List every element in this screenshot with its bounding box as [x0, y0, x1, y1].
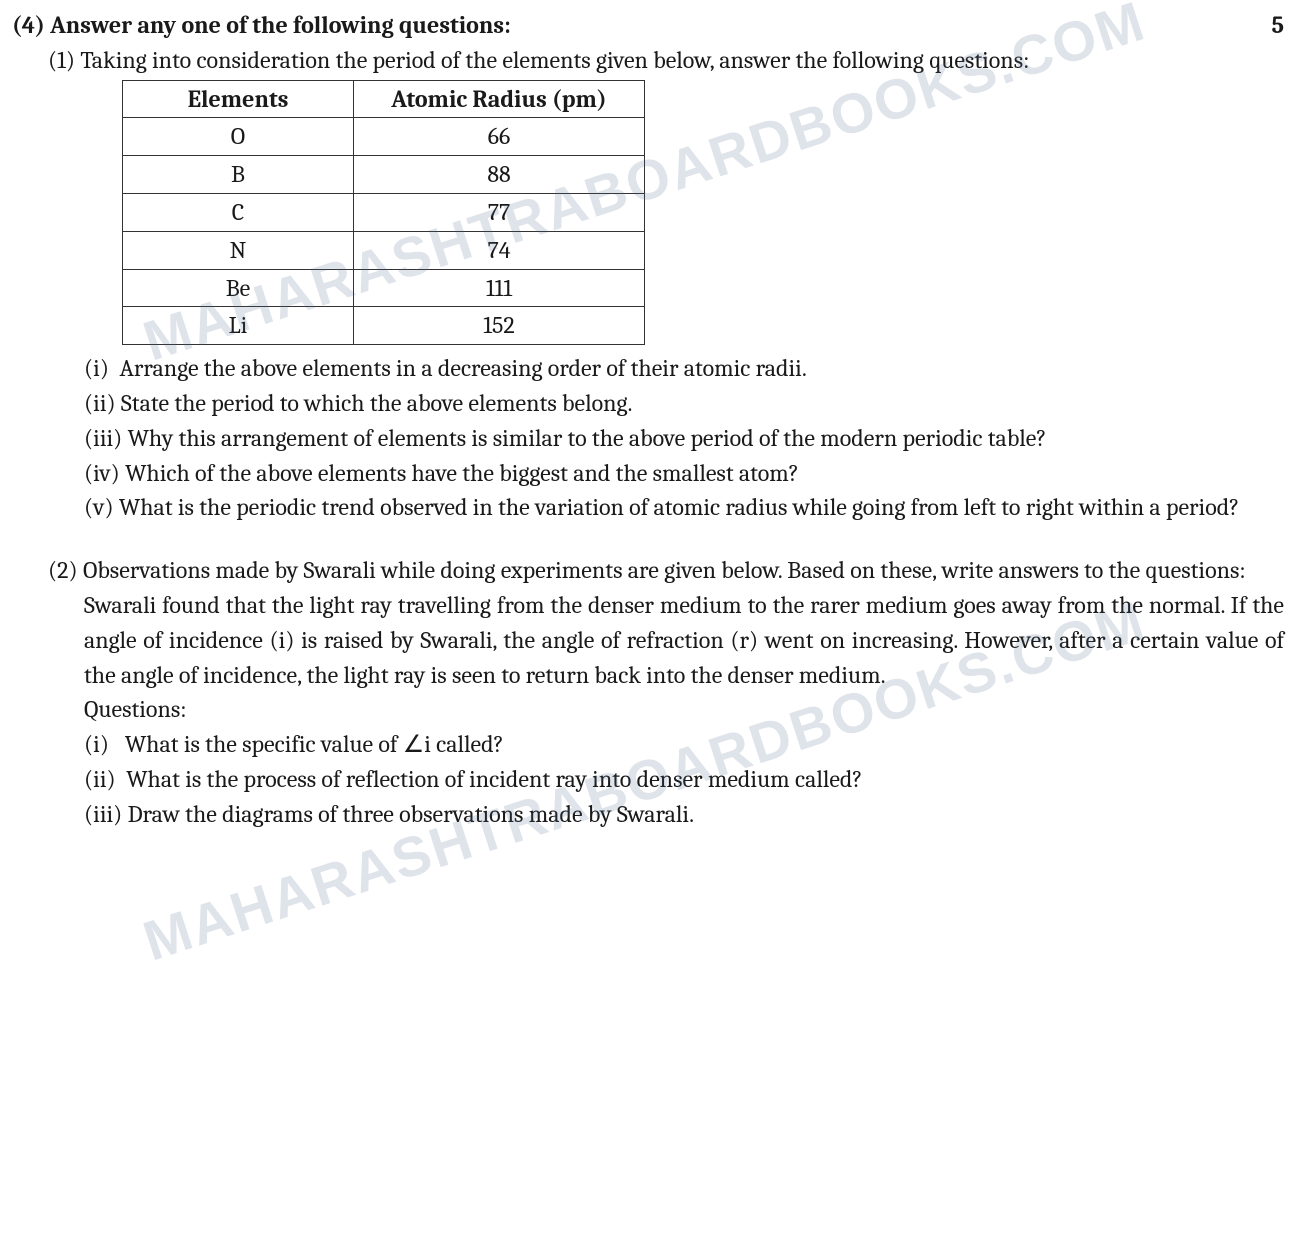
cell: O [123, 118, 354, 156]
question-1-intro: (1) Taking into consideration the period… [48, 43, 1284, 78]
cell: 66 [354, 118, 645, 156]
elements-table: Elements Atomic Radius (pm) O66 B88 C77 … [122, 80, 645, 346]
part-number: (iv) [84, 459, 120, 487]
cell: Li [123, 307, 354, 345]
q2-part-iii: (iii) Draw the diagrams of three observa… [84, 797, 1284, 832]
cell: 74 [354, 231, 645, 269]
cell: B [123, 156, 354, 194]
q1-part-ii: (ii) State the period to which the above… [84, 386, 1284, 421]
table-row: Be111 [123, 269, 645, 307]
part-text: What is the specific value of ∠i called? [125, 730, 504, 758]
part-text: Which of the above elements have the big… [125, 459, 799, 487]
q1-number: (1) [48, 46, 75, 74]
part-text: State the period to which the above elem… [121, 389, 633, 417]
part-text: Why this arrangement of elements is simi… [128, 424, 1047, 452]
part-number: (i) [84, 354, 109, 382]
table-row: Li152 [123, 307, 645, 345]
table-row: N74 [123, 231, 645, 269]
table-row: B88 [123, 156, 645, 194]
part-number: (v) [84, 493, 114, 521]
part-number: (iii) [84, 800, 122, 828]
cell: 77 [354, 193, 645, 231]
section-title: Answer any one of the following question… [50, 11, 511, 39]
cell: C [123, 193, 354, 231]
q2-body: Swarali found that the light ray travell… [84, 588, 1284, 692]
part-text: What is the process of reflection of inc… [126, 765, 862, 793]
table-row: C77 [123, 193, 645, 231]
cell: 152 [354, 307, 645, 345]
table-header: Elements [123, 80, 354, 118]
cell: 111 [354, 269, 645, 307]
part-number: (iii) [84, 424, 122, 452]
part-text: Draw the diagrams of three observations … [128, 800, 694, 828]
q1-intro-text: Taking into consideration the period of … [80, 46, 1029, 74]
cell: N [123, 231, 354, 269]
q2-part-i: (i) What is the specific value of ∠i cal… [84, 727, 1284, 762]
q2-part-ii: (ii) What is the process of reflection o… [84, 762, 1284, 797]
q2-number: (2) [48, 556, 78, 584]
part-text: Arrange the above elements in a decreasi… [120, 354, 807, 382]
q1-part-iii: (iii) Why this arrangement of elements i… [84, 421, 1284, 456]
section-number: (4) [12, 11, 45, 39]
question-2-intro: (2) Observations made by Swarali while d… [48, 553, 1284, 588]
section-marks: 5 [1272, 8, 1284, 43]
cell: Be [123, 269, 354, 307]
table-row: O66 [123, 118, 645, 156]
q2-intro-text: Observations made by Swarali while doing… [83, 556, 1246, 584]
part-number: (ii) [84, 765, 116, 793]
q1-part-v: (v) What is the periodic trend observed … [84, 490, 1284, 525]
q2-questions-label: Questions: [84, 692, 1284, 727]
table-header: Atomic Radius (pm) [354, 80, 645, 118]
q1-part-iv: (iv) Which of the above elements have th… [84, 456, 1284, 491]
part-number: (i) [84, 730, 109, 758]
section-heading: (4) Answer any one of the following ques… [12, 8, 1284, 43]
cell: 88 [354, 156, 645, 194]
table-header-row: Elements Atomic Radius (pm) [123, 80, 645, 118]
q1-part-i: (i) Arrange the above elements in a decr… [84, 351, 1284, 386]
part-text: What is the periodic trend observed in t… [119, 493, 1239, 521]
part-number: (ii) [84, 389, 116, 417]
